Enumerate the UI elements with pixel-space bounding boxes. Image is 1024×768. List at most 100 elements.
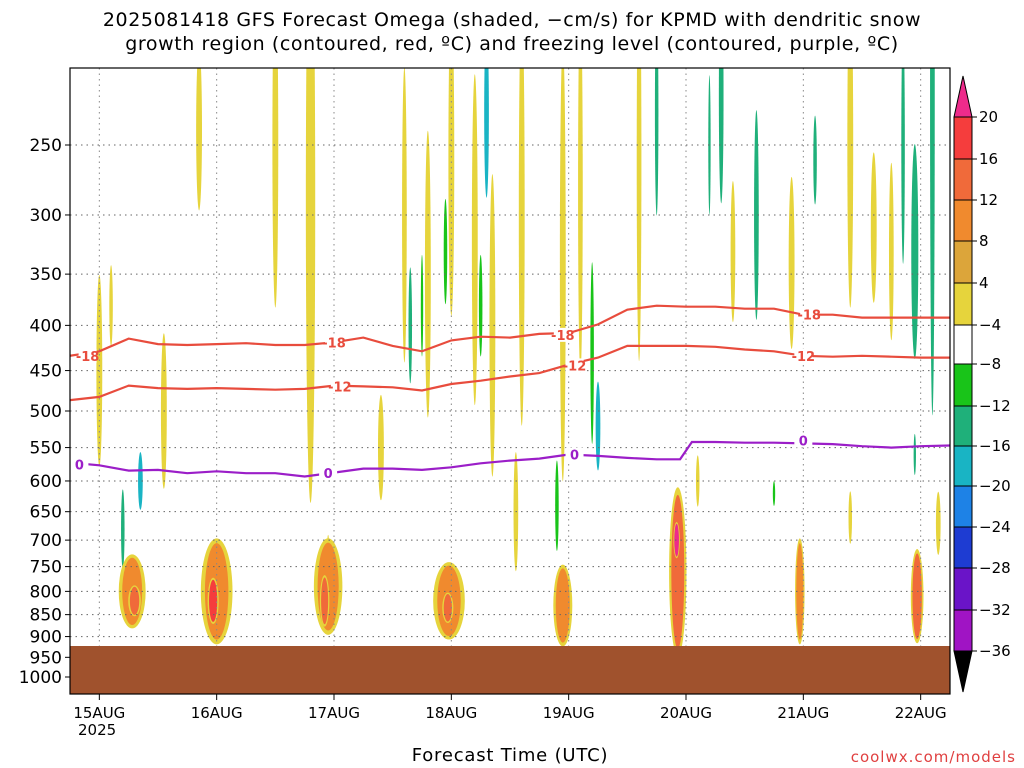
colorbar-tick-label: −4 bbox=[979, 316, 1001, 334]
omega-cell bbox=[590, 262, 594, 445]
omega-cell bbox=[848, 491, 853, 544]
contour-label-bg bbox=[794, 433, 813, 448]
omega-cell bbox=[754, 110, 759, 320]
omega-cell bbox=[901, 68, 905, 264]
chart-title-line-2: growth region (contoured, red, ºC) and f… bbox=[125, 33, 899, 55]
contour-label: -12 bbox=[563, 359, 587, 374]
colorbar-segment bbox=[953, 526, 973, 569]
x-tick-label: 15AUG bbox=[73, 704, 125, 722]
contour-label: -18 bbox=[551, 329, 575, 344]
omega-cell bbox=[913, 433, 916, 476]
y-tick-label: 900 bbox=[30, 628, 62, 648]
omega-cell bbox=[420, 254, 424, 357]
y-tick-label: 450 bbox=[30, 362, 62, 382]
colorbar-bottom-arrow bbox=[953, 650, 973, 693]
colorbar-segment bbox=[953, 567, 973, 611]
y-tick-label: 400 bbox=[30, 316, 62, 336]
y-tick-label: 250 bbox=[30, 136, 62, 156]
plot-frame bbox=[69, 67, 951, 695]
omega-cell bbox=[471, 74, 478, 406]
omega-cell bbox=[718, 68, 724, 204]
omega-cell bbox=[671, 494, 685, 649]
colorbar-tick-label: −20 bbox=[979, 477, 1011, 495]
omega-cell bbox=[559, 68, 566, 482]
omega-cell bbox=[935, 491, 941, 555]
colorbar-segment bbox=[953, 405, 973, 447]
omega-cell bbox=[788, 176, 795, 350]
y-tick-label: 1000 bbox=[19, 668, 62, 688]
contour-label: -12 bbox=[328, 380, 352, 395]
y-tick-label: 300 bbox=[30, 206, 62, 226]
colorbar-tick-label: −24 bbox=[979, 518, 1011, 536]
omega-cell bbox=[196, 68, 202, 211]
y-tick-label: 950 bbox=[30, 648, 62, 668]
colorbar-tick-label: 4 bbox=[979, 274, 989, 292]
x-tick-label: 20AUG bbox=[660, 704, 712, 722]
colorbar-segment bbox=[953, 282, 973, 326]
colorbar-tick-label: −36 bbox=[979, 642, 1011, 660]
contour-label-bg bbox=[553, 327, 572, 342]
contour-label-bg bbox=[565, 447, 584, 462]
contour-label: -18 bbox=[76, 350, 100, 365]
colorbar-tick-label: −28 bbox=[979, 559, 1011, 577]
contour-label-bg bbox=[78, 348, 97, 363]
colorbar-segment bbox=[953, 199, 973, 242]
omega-cell bbox=[138, 452, 143, 510]
omega-cell bbox=[129, 586, 140, 615]
y-tick-label: 500 bbox=[30, 402, 62, 422]
omega-cell bbox=[321, 577, 329, 625]
omega-cell bbox=[674, 523, 679, 557]
y-tick-label: 750 bbox=[30, 558, 62, 578]
contour-label: -12 bbox=[792, 350, 816, 365]
contour-label-bg bbox=[794, 348, 813, 363]
colorbar-segment bbox=[953, 485, 973, 528]
x-tick-label: 18AUG bbox=[425, 704, 477, 722]
omega-cell bbox=[636, 68, 642, 362]
contour-label: 0 bbox=[324, 467, 333, 482]
x-axis-label: Forecast Time (UTC) bbox=[411, 745, 609, 766]
colorbar-tick-label: 8 bbox=[979, 232, 989, 250]
colorbar-segment bbox=[953, 445, 973, 487]
contour-label-bg bbox=[565, 358, 584, 373]
omega-cell bbox=[478, 254, 483, 357]
source-credit-link[interactable]: coolwx.com/models bbox=[850, 748, 1016, 766]
colorbar-tick-label: 16 bbox=[979, 150, 998, 168]
colorbar-segment bbox=[953, 363, 973, 407]
omega-cell bbox=[402, 68, 407, 363]
contour-label-bg bbox=[325, 335, 343, 350]
x-tick-label: 21AUG bbox=[777, 704, 829, 722]
omega-cell bbox=[654, 68, 659, 216]
omega-cell bbox=[555, 568, 570, 643]
y-tick-label: 700 bbox=[30, 531, 62, 551]
omega-cell bbox=[555, 460, 559, 551]
colorbar-top-arrow bbox=[953, 75, 973, 118]
omega-cell bbox=[121, 489, 125, 569]
contour-label-bg bbox=[70, 457, 89, 472]
omega-cell bbox=[870, 152, 877, 303]
y-tick-label: 850 bbox=[30, 606, 62, 626]
contour-label: -18 bbox=[322, 336, 346, 351]
chart-title-line-1: 2025081418 GFS Forecast Omega (shaded, −… bbox=[102, 9, 922, 31]
omega-cell bbox=[484, 68, 489, 198]
omega-cell bbox=[911, 144, 919, 359]
colorbar-tick-label: −32 bbox=[979, 601, 1011, 619]
omega-cell bbox=[408, 267, 413, 384]
omega-cell bbox=[489, 174, 496, 477]
contour-label-bg bbox=[800, 307, 819, 322]
omega-cell bbox=[378, 394, 384, 501]
colorbar-tick-label: 12 bbox=[979, 191, 998, 209]
colorbar-segment bbox=[953, 158, 973, 201]
colorbar-segment bbox=[953, 116, 973, 160]
y-tick-label: 650 bbox=[30, 503, 62, 523]
x-tick-label: 16AUG bbox=[191, 704, 243, 722]
contour-label: 0 bbox=[799, 435, 808, 450]
omega-cell bbox=[578, 68, 583, 373]
omega-cell bbox=[443, 198, 448, 305]
omega-cell bbox=[772, 481, 776, 506]
colorbar-tick-label: −12 bbox=[979, 397, 1011, 415]
colorbar-segment bbox=[953, 240, 973, 284]
omega-cell bbox=[930, 68, 935, 416]
omega-cell bbox=[847, 68, 854, 308]
x-axis-year: 2025 bbox=[78, 721, 117, 739]
